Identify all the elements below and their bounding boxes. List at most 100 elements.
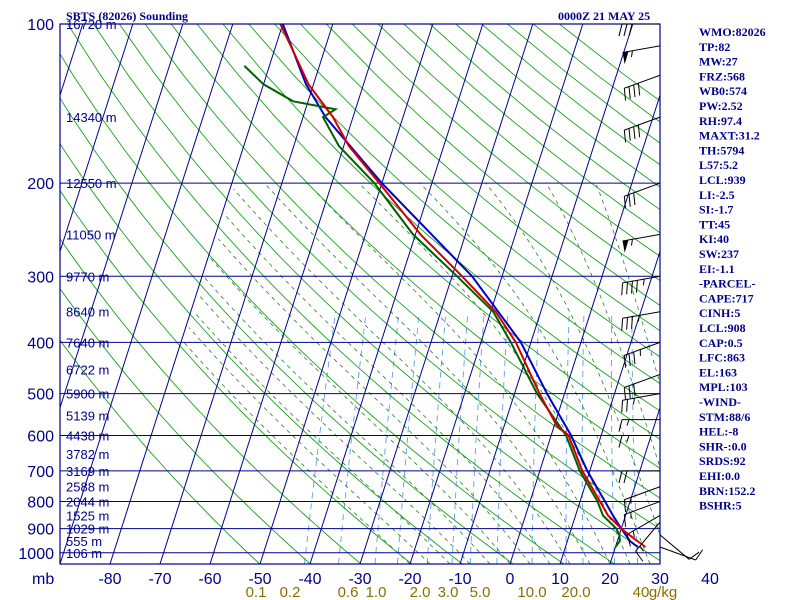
moist-adiabat-40 [595,183,660,386]
height-label: 16720 m [66,17,117,32]
index-value: MPL:103 [699,380,748,394]
dry-adiabat-290 [67,24,615,564]
index-value: CAP:0.5 [699,336,743,350]
wind-barb-feather [618,419,623,432]
temperature-profile-line [279,24,647,548]
dry-adiabat-270 [60,97,514,564]
wind-barb [622,45,661,65]
index-value: STM:88/6 [699,410,750,424]
mixing-ratio-label: g/kg [649,584,677,600]
temperature-tick-label: -30 [348,571,371,588]
moist-adiabat--20 [183,342,411,564]
dry-adiabat-260 [60,142,463,564]
moist-adiabat--8 [198,294,471,564]
height-label: 5139 m [66,409,109,424]
wind-barb-pennant [622,240,629,253]
wind-barb [621,311,661,331]
height-label: 6722 m [66,362,109,377]
dry-adiabat-220 [60,339,261,564]
wind-barb [659,534,700,560]
temperature-tick-label: 0 [506,571,515,588]
moist-adiabat-0 [208,256,511,564]
plot-frame [59,23,661,565]
pressure-tick-label: 600 [27,428,54,445]
wind-barb-staff [659,546,696,561]
index-value: LI:-2.5 [699,188,735,202]
wind-barb-feather [633,84,636,98]
indices-panel: WMO:82026TP:82MW:27FRZ:568WB0:574PW:2.52… [699,25,766,513]
dry-adiabat-350 [222,24,660,412]
wind-barb-feather [635,280,638,293]
wind-barb-feather [628,385,631,399]
dry-adiabat-380 [300,24,660,332]
dry-adiabat-400 [351,24,660,282]
wind-barb-feather [637,83,641,96]
mixing-ratio-label: 10.0 [517,584,546,600]
index-value: RH:97.4 [699,114,742,128]
wind-barb-feather [623,387,627,400]
wind-barb-staff [624,182,661,197]
moist-adiabat-28 [419,182,651,564]
wind-barb-feather [695,549,704,561]
wind-barb-staff [624,486,661,501]
wind-barb-feather [623,355,627,368]
temperature-tick-label: 10 [551,571,569,588]
height-label: 2588 m [66,480,109,495]
wind-barb-half-feather [642,279,645,286]
dry-adiabat-370 [274,24,660,358]
index-value: EL:163 [699,365,737,379]
wind-barb-half-feather [631,50,633,58]
wind-barbs [618,23,704,562]
index-value: BSHR:5 [699,499,742,513]
height-label: 9770 m [66,269,109,284]
wind-barb [623,182,661,209]
wind-barb-feather [623,470,628,484]
mixing-ratio-label: 20.0 [561,584,590,600]
wind-barb [635,521,661,562]
wind-barb-half-feather [639,545,644,552]
index-value: -WIND- [699,395,741,409]
mixing-ratio-label: 0.2 [280,584,301,600]
wind-barb-feather [621,400,624,413]
moist-adiabat-20 [307,182,611,564]
wind-barb-half-feather [637,315,640,322]
wind-barb-feather [623,88,627,101]
wind-barb-half-feather [632,530,635,538]
temperature-tick-label: 40 [701,571,719,588]
temperature-tick-label: -80 [98,571,121,588]
height-label: 3169 m [66,464,109,479]
temperature-tick-label: -50 [248,571,271,588]
pressure-tick-label: 300 [27,269,54,286]
index-value: SHR-:0.0 [699,439,747,453]
wind-barb-staff [622,233,661,242]
dry-adiabat-360 [248,24,660,385]
wind-barb-feather [626,399,629,412]
isotherm--50 [259,24,434,564]
height-label: 4438 m [66,428,109,443]
height-label: 8640 m [66,305,109,320]
index-value: MAXT:31.2 [699,129,760,143]
wind-barb-feather [628,23,633,37]
pressure-tick-label: 200 [27,176,54,193]
height-label: 2044 m [66,495,109,510]
height-label: 1525 m [66,508,109,523]
wind-barb [621,393,661,413]
wind-barb-feather [635,550,644,562]
wind-barb-feather [626,281,629,295]
wind-barb-feather [618,435,623,448]
wind-barb-feather [633,126,636,140]
mixing-ratio-label: 3.0 [438,584,459,600]
temperature-tick-label: 30 [651,571,669,588]
index-value: EHI:0.0 [699,469,740,483]
dry-adiabat-390 [326,24,660,306]
wind-barb [618,470,660,484]
isotherm--70 [159,24,334,564]
wind-barb [623,116,661,143]
temperature-tick-label: -40 [298,571,321,588]
wind-barb-feather [618,470,623,484]
wind-barb-feather [623,130,627,143]
wind-barb-half-feather [626,419,630,426]
pressure-tick-label: 100 [27,17,54,34]
wind-barb-feather [623,23,628,37]
